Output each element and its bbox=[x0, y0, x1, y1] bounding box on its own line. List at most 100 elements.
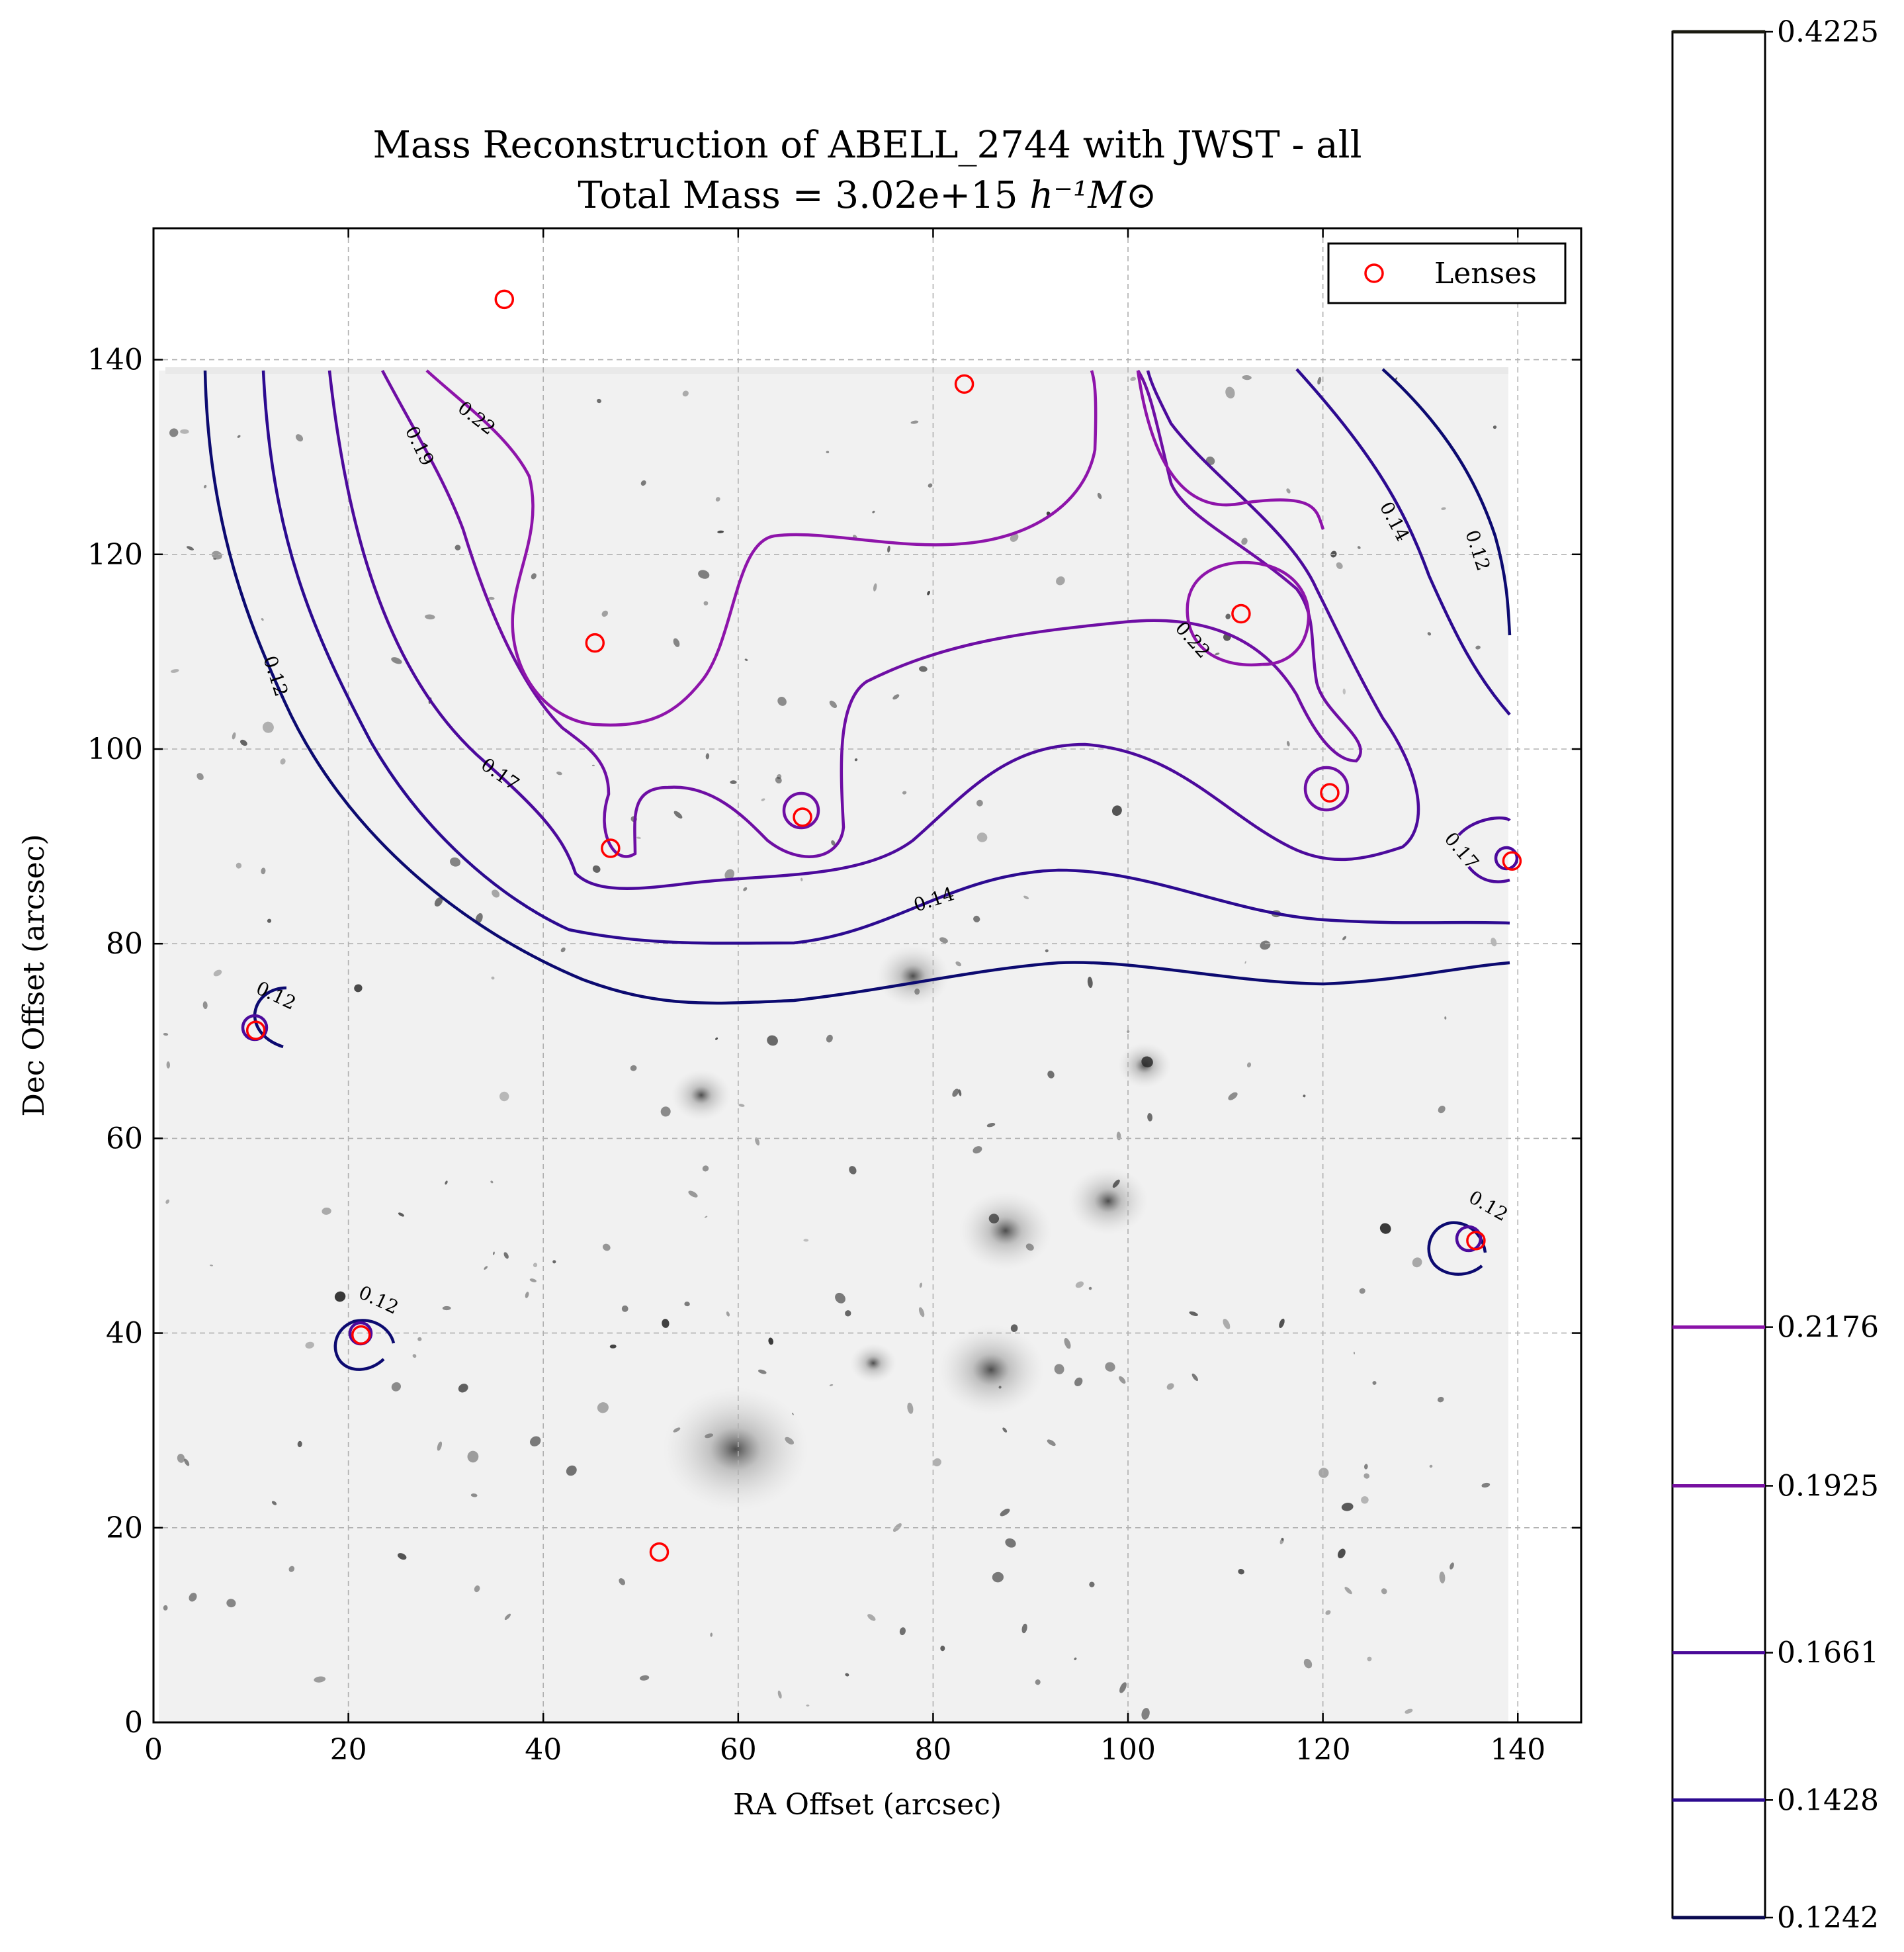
galaxy bbox=[1361, 1496, 1369, 1504]
galaxy bbox=[529, 1436, 541, 1446]
galaxy bbox=[232, 732, 236, 740]
contour-0.12-right bbox=[1381, 368, 1512, 636]
galaxy bbox=[738, 1104, 745, 1107]
galaxy bbox=[854, 758, 858, 762]
lens-marker bbox=[351, 1325, 371, 1345]
galaxy bbox=[261, 867, 266, 875]
lens-marker bbox=[1466, 1231, 1486, 1251]
galaxy bbox=[1450, 1562, 1454, 1570]
galaxy bbox=[1354, 1351, 1355, 1354]
contour-0.12-lens-21 bbox=[333, 1319, 396, 1371]
galaxy bbox=[1223, 1319, 1231, 1329]
x-tick-label: 40 bbox=[525, 1733, 562, 1767]
galaxy bbox=[1005, 1538, 1016, 1548]
y-tick-label: 40 bbox=[106, 1317, 143, 1351]
colorbar-tick-label: 0.2176 bbox=[1777, 1311, 1879, 1345]
galaxy-halo bbox=[850, 1343, 896, 1383]
galaxy bbox=[902, 791, 907, 795]
galaxy bbox=[919, 666, 928, 672]
contour-0.17-main bbox=[327, 370, 1420, 890]
galaxy bbox=[1493, 425, 1497, 429]
galaxy bbox=[835, 1292, 845, 1304]
contour-0.17-right-loop bbox=[1457, 816, 1511, 883]
contour-0.22-north-right bbox=[1136, 370, 1325, 530]
colorbar-tick-label: 0.4225 bbox=[1777, 15, 1879, 49]
galaxy bbox=[973, 1146, 982, 1154]
galaxy bbox=[1281, 1538, 1283, 1541]
galaxy bbox=[531, 573, 537, 580]
galaxy bbox=[973, 915, 980, 922]
galaxy bbox=[767, 1035, 778, 1046]
galaxy bbox=[1337, 1548, 1346, 1559]
galaxy bbox=[849, 1166, 857, 1175]
galaxy bbox=[490, 1180, 494, 1184]
galaxy bbox=[933, 1458, 941, 1467]
galaxy bbox=[1025, 1243, 1034, 1251]
x-tick-label: 80 bbox=[914, 1733, 951, 1767]
lens-marker bbox=[494, 289, 515, 310]
lens-marker bbox=[649, 1542, 670, 1562]
galaxy bbox=[1481, 1482, 1491, 1488]
galaxy bbox=[1241, 537, 1248, 545]
galaxy bbox=[1166, 1383, 1174, 1390]
galaxy bbox=[165, 1199, 170, 1204]
galaxy bbox=[939, 937, 948, 944]
galaxy bbox=[499, 1091, 509, 1102]
galaxy bbox=[1064, 1338, 1071, 1349]
galaxy bbox=[1119, 1376, 1126, 1384]
galaxy bbox=[609, 1344, 617, 1349]
galaxy bbox=[597, 1402, 609, 1413]
lens-marker bbox=[793, 807, 812, 827]
contour-loop-lens-120 bbox=[1303, 766, 1350, 812]
galaxy bbox=[768, 1337, 773, 1345]
chart-subtitle: Total Mass = 3.02e+15 h⁻¹M⊙ bbox=[578, 174, 1156, 217]
galaxy bbox=[398, 1212, 404, 1217]
galaxy bbox=[803, 1239, 809, 1242]
galaxy bbox=[640, 480, 646, 486]
galaxy bbox=[630, 1065, 637, 1071]
galaxy bbox=[958, 1089, 962, 1096]
galaxy bbox=[940, 1646, 945, 1652]
colorbar-tick-label: 0.1661 bbox=[1777, 1636, 1879, 1670]
galaxy bbox=[560, 947, 566, 953]
galaxy bbox=[1002, 1427, 1008, 1433]
galaxy bbox=[918, 1307, 925, 1317]
galaxy bbox=[261, 618, 264, 621]
galaxy bbox=[636, 836, 641, 839]
galaxy bbox=[919, 1282, 922, 1288]
colorbar-tick-label: 0.1925 bbox=[1777, 1469, 1879, 1503]
galaxy bbox=[1000, 1508, 1010, 1517]
galaxy bbox=[458, 1384, 468, 1393]
lens-marker bbox=[1231, 603, 1251, 624]
x-tick-label: 0 bbox=[144, 1733, 163, 1767]
galaxy bbox=[322, 1207, 331, 1215]
galaxy bbox=[236, 862, 242, 869]
galaxy bbox=[434, 897, 443, 907]
x-tick-label: 100 bbox=[1100, 1733, 1156, 1767]
galaxy bbox=[872, 510, 875, 513]
galaxy bbox=[212, 551, 222, 560]
galaxy bbox=[800, 877, 803, 881]
galaxy bbox=[210, 1264, 213, 1266]
galaxy bbox=[976, 832, 988, 842]
galaxy bbox=[177, 1454, 185, 1463]
galaxy bbox=[1215, 652, 1220, 656]
galaxy bbox=[867, 1614, 876, 1621]
galaxy-halo bbox=[671, 1069, 731, 1121]
chart-title: Mass Reconstruction of ABELL_2744 with J… bbox=[373, 124, 1362, 167]
galaxy bbox=[1303, 1094, 1306, 1098]
galaxy bbox=[1244, 961, 1246, 964]
x-tick-label: 120 bbox=[1295, 1733, 1351, 1767]
contour-0.22-main bbox=[425, 369, 1098, 727]
legend: Lenses bbox=[1327, 242, 1567, 304]
galaxy bbox=[688, 1190, 698, 1198]
galaxy bbox=[1336, 562, 1343, 569]
galaxy bbox=[1130, 377, 1137, 381]
galaxy bbox=[1111, 805, 1122, 816]
galaxy bbox=[743, 887, 748, 891]
y-tick-label: 60 bbox=[106, 1122, 143, 1155]
galaxy bbox=[910, 420, 919, 424]
galaxy-halo bbox=[959, 1191, 1052, 1270]
galaxy bbox=[1119, 1682, 1127, 1693]
y-axis-label: Dec Offset (arcsec) bbox=[17, 834, 51, 1116]
